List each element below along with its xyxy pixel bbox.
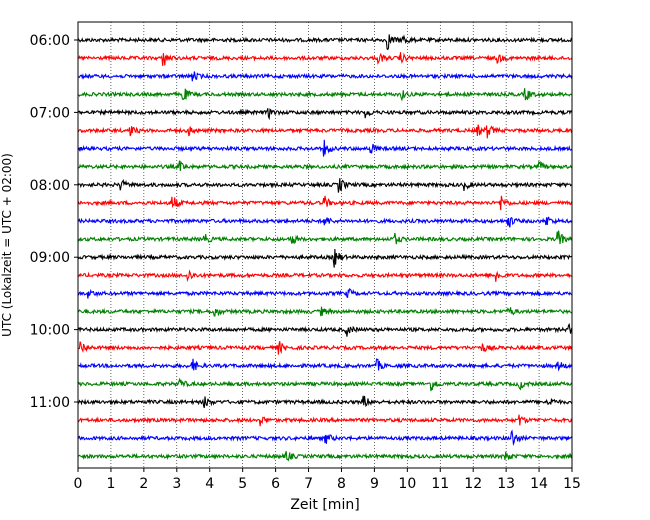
- x-tick-label: 3: [172, 476, 181, 492]
- plot-area: [78, 22, 572, 468]
- seismogram-trace: [77, 52, 573, 66]
- x-tick-label: 2: [139, 476, 148, 492]
- y-tick-label: 10:00: [30, 323, 70, 339]
- seismogram-trace: [77, 230, 573, 245]
- x-tick-label: 15: [563, 476, 581, 492]
- seismogram-trace: [77, 341, 573, 355]
- x-tick-label: 13: [497, 476, 515, 492]
- y-tick-label: 08:00: [30, 178, 70, 194]
- seismogram-trace: [77, 322, 573, 337]
- seismogram-trace: [77, 160, 572, 172]
- seismogram-trace: [77, 287, 573, 299]
- seismogram-trace: [77, 216, 573, 228]
- seismogram-trace: [77, 139, 573, 157]
- grid-lines: [110, 22, 540, 468]
- x-tick-label: 1: [106, 476, 115, 492]
- x-tick-label: 7: [304, 476, 313, 492]
- x-tick-label: 11: [431, 476, 449, 492]
- x-tick-label: 0: [74, 476, 83, 492]
- x-tick-label: 6: [271, 476, 280, 492]
- y-tick-label: 07:00: [30, 105, 70, 121]
- y-axis: 06:00 07:00 08:00 09:00 10:00 11:00: [30, 33, 78, 411]
- plot-frame: [77, 21, 573, 469]
- y-axis-label: UTC (Lokalzeit = UTC + 02:00): [0, 153, 14, 337]
- seismogram-trace: [77, 195, 573, 211]
- x-tick-label: 8: [337, 476, 346, 492]
- x-axis-label: Zeit [min]: [290, 497, 359, 513]
- x-tick-label: 14: [530, 476, 548, 492]
- x-axis: 0 1 2 3 4 5 6 7 8 9 10 11 12 13 14 15: [74, 468, 581, 492]
- seismogram-trace: [77, 88, 573, 102]
- x-tick-label: 5: [238, 476, 247, 492]
- seismogram-trace: [77, 395, 573, 409]
- seismogram-trace: [77, 358, 573, 372]
- y-tick-label: 09:00: [30, 250, 70, 266]
- seismogram-trace: [78, 306, 573, 317]
- x-tick-label: 12: [464, 476, 482, 492]
- seismogram-trace: [77, 248, 573, 268]
- seismogram-traces: [77, 34, 573, 462]
- seismogram-trace: [77, 178, 573, 193]
- y-tick-label: 06:00: [30, 33, 70, 49]
- seismogram-trace: [77, 71, 573, 82]
- y-tick-label: 11:00: [30, 395, 70, 411]
- seismogram-trace: [77, 451, 573, 462]
- x-tick-label: 10: [398, 476, 416, 492]
- seismogram-trace: [77, 377, 573, 392]
- seismogram-trace: [77, 108, 573, 121]
- seismogram-trace: [77, 124, 573, 139]
- seismogram-trace: [77, 414, 573, 427]
- seismogram-trace: [77, 269, 573, 283]
- x-tick-label: 9: [370, 476, 379, 492]
- x-tick-label: 4: [205, 476, 214, 492]
- seismogram-trace: [77, 429, 573, 447]
- seismogram-trace: [77, 34, 572, 51]
